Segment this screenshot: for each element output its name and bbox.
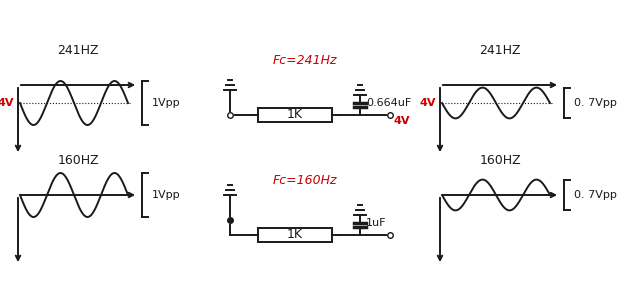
Text: Fc=160Hz: Fc=160Hz [273, 173, 337, 186]
Text: 1Vpp: 1Vpp [152, 190, 180, 200]
Text: 241HZ: 241HZ [57, 44, 99, 57]
Bar [258, 228, 332, 242]
Text: Fc=241Hz: Fc=241Hz [273, 53, 337, 66]
Text: 4V: 4V [394, 116, 410, 126]
Text: 0.664uF: 0.664uF [366, 98, 412, 108]
Text: 160HZ: 160HZ [57, 153, 99, 166]
Text: 4V: 4V [419, 98, 436, 108]
Text: 1K: 1K [287, 229, 303, 242]
Text: 4V: 4V [0, 98, 14, 108]
Bar [258, 108, 332, 122]
Text: 1Vpp: 1Vpp [152, 98, 180, 108]
Text: 1uF: 1uF [366, 218, 387, 228]
Text: 241HZ: 241HZ [479, 44, 521, 57]
Text: 0. 7Vpp: 0. 7Vpp [574, 98, 617, 108]
Text: 160HZ: 160HZ [479, 153, 521, 166]
Text: 1K: 1K [287, 108, 303, 122]
Text: 0. 7Vpp: 0. 7Vpp [574, 190, 617, 200]
